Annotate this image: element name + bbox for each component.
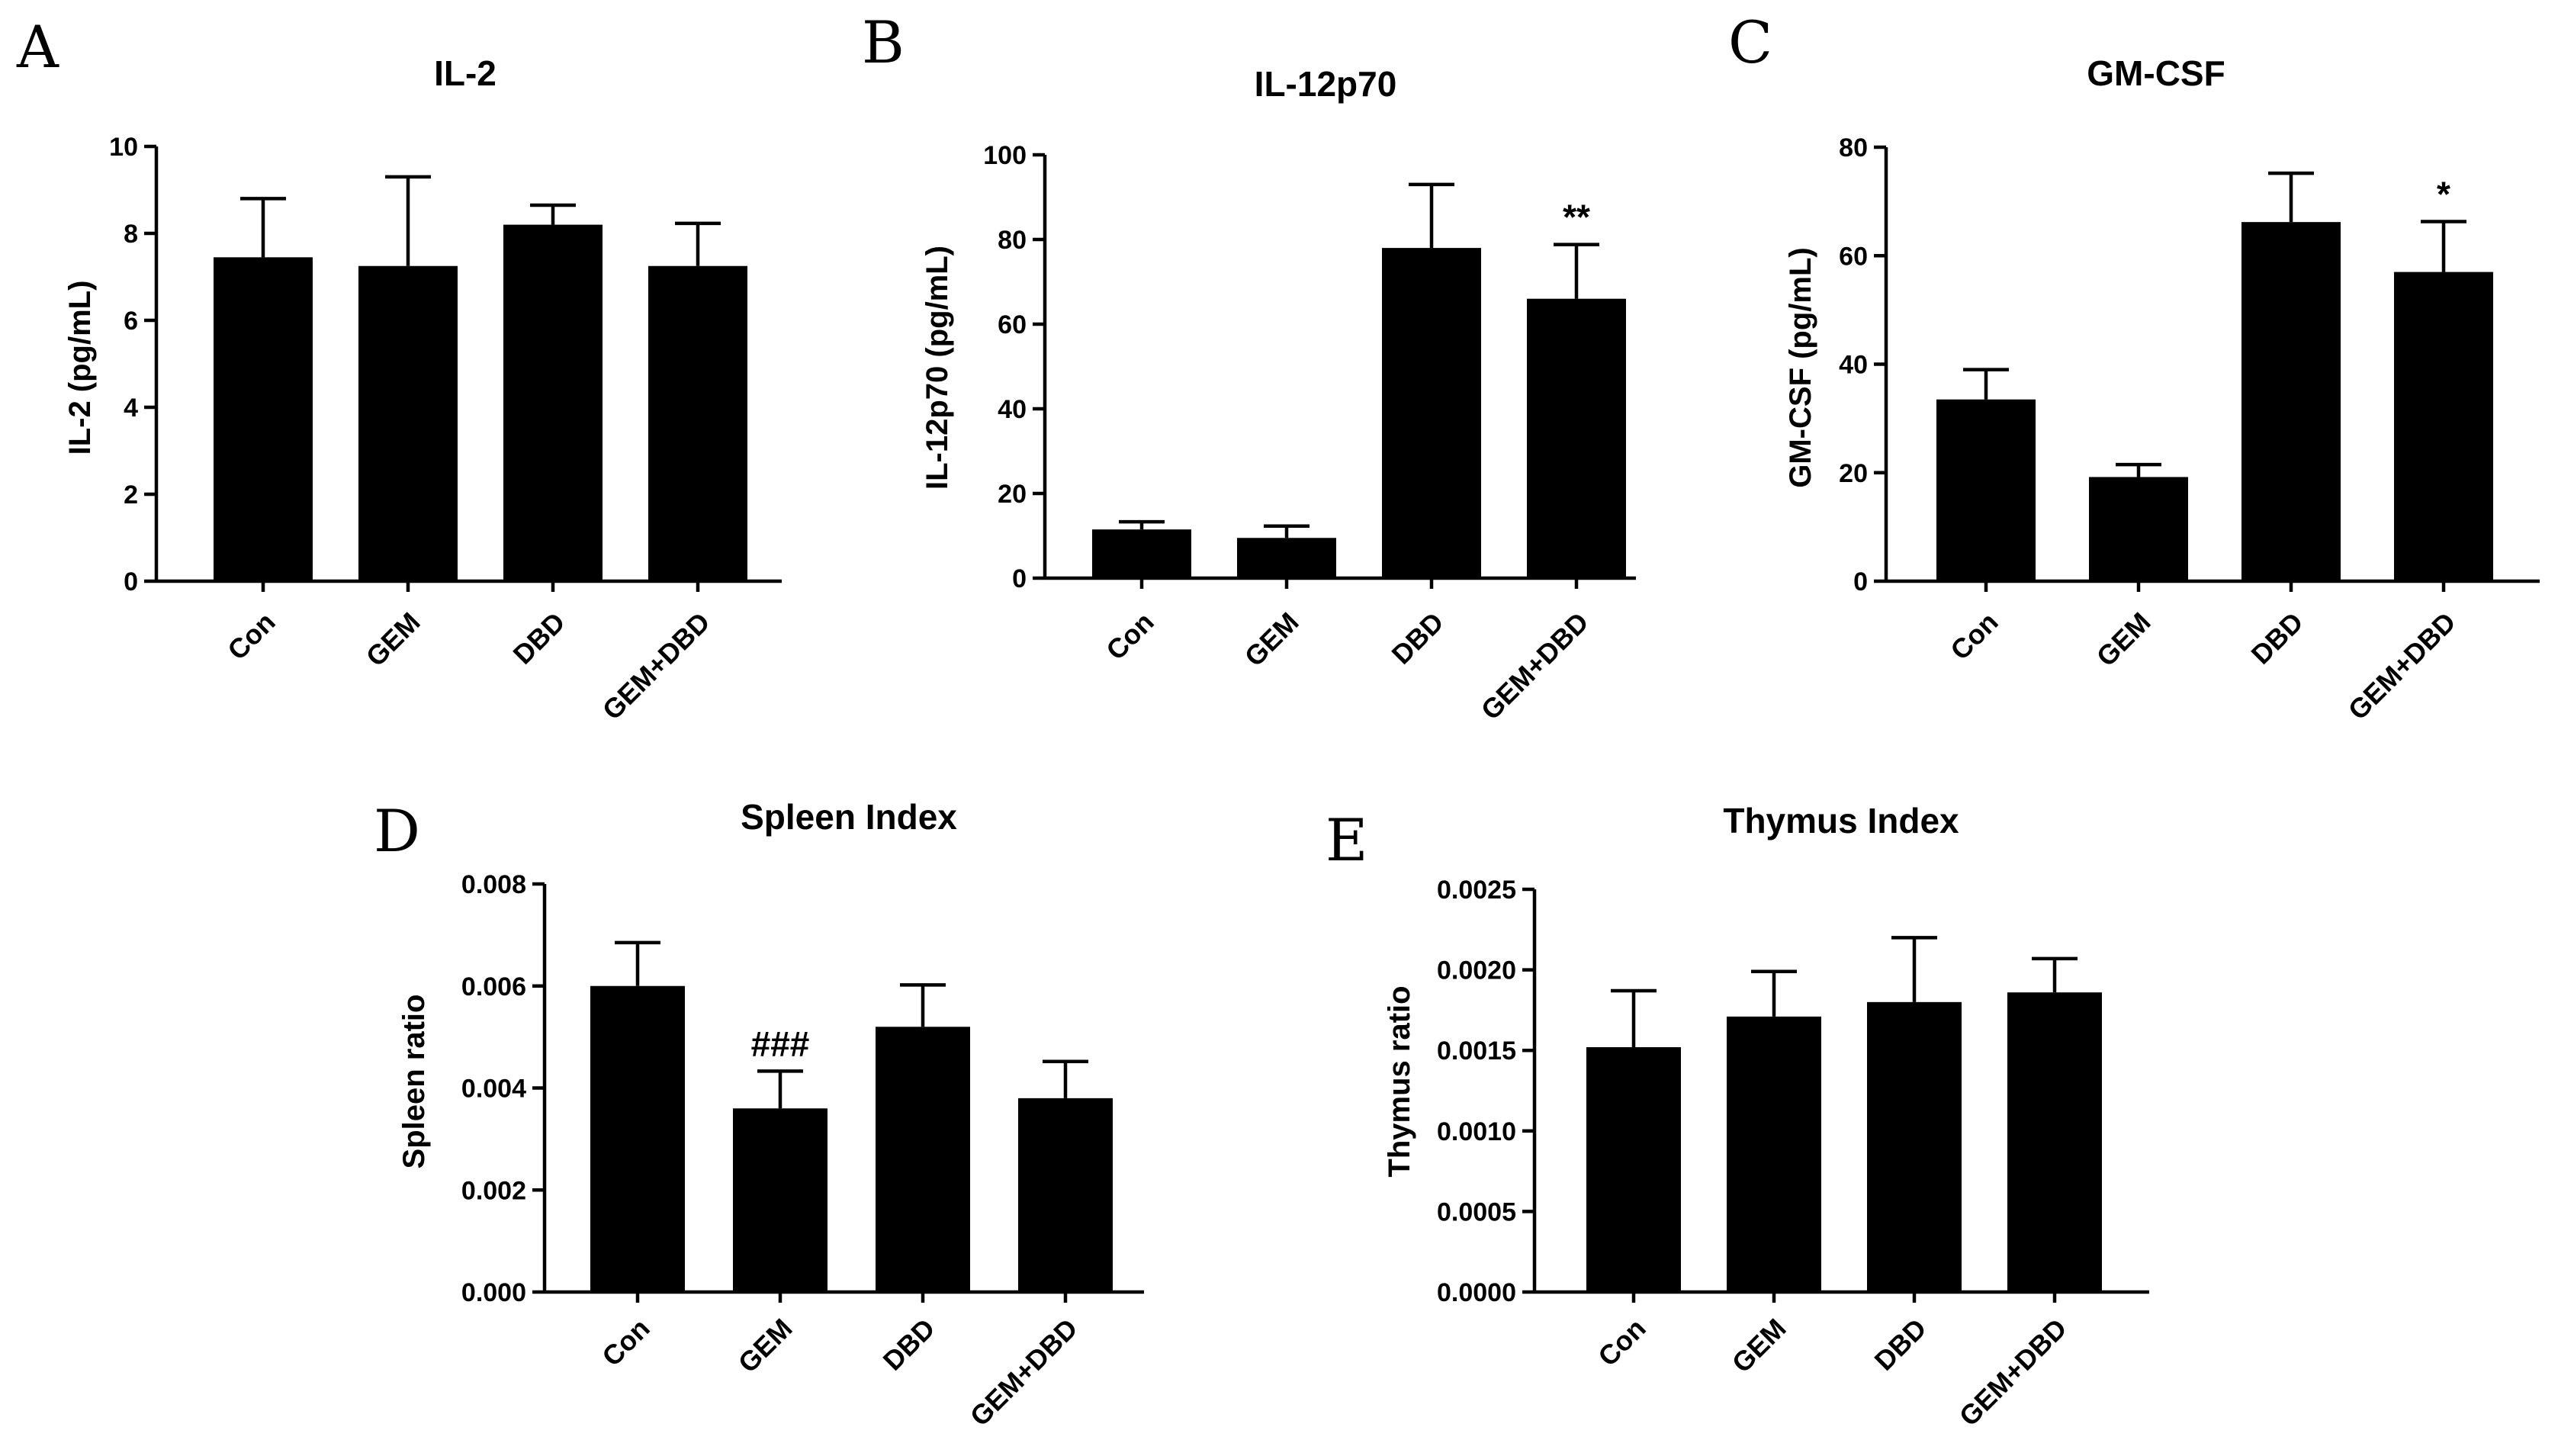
panel-d-ylabel: Spleen ratio <box>397 995 431 1169</box>
panel-c-category-label: GEM+DBD <box>2342 606 2462 726</box>
panel-c-bar <box>1936 399 2036 581</box>
panel-b-ytick-label: 100 <box>983 141 1027 170</box>
panel-c-letter: C <box>1728 8 1772 76</box>
panel-e-category-label: GEM <box>1726 1313 1792 1379</box>
panel-e-plot: 0.0000 0.0005 0.0010 0.0015 0.0020 0.0025 Con G… <box>1437 876 2149 1432</box>
panel-e-bar <box>1867 1001 1962 1292</box>
panel-c-category-label: GEM <box>2090 606 2157 673</box>
panel-e: E Thymus Index Thymus ratio 0.0000 0.0005… <box>1326 801 2149 1432</box>
panel-d-ytick-label: 0.006 <box>461 972 526 1001</box>
panel-b-ytick-label: 60 <box>998 310 1027 339</box>
panel-d-bar <box>733 1108 827 1292</box>
panel-b-category-label: DBD <box>1386 606 1450 670</box>
panel-d-bar <box>1018 1098 1113 1292</box>
panel-b-ytick-label: 80 <box>998 226 1027 255</box>
panel-c-ytick-label: 40 <box>1839 351 1868 380</box>
panel-e-bar <box>2007 992 2102 1292</box>
panel-c-ytick-label: 0 <box>1853 567 1868 596</box>
panel-d-ytick-label: 0.008 <box>461 870 526 899</box>
panel-d-title: Spleen Index <box>741 797 957 837</box>
panel-c-plot: 0 20 40 60 80 Con GEM DBD GEM+DBD * <box>1839 133 2540 726</box>
panel-e-category-label: Con <box>1592 1313 1651 1372</box>
panel-e-bar <box>1586 1046 1681 1292</box>
panel-d-category-label: GEM <box>732 1313 799 1379</box>
panel-b-bar <box>1382 248 1481 578</box>
panel-a-letter: A <box>16 13 59 81</box>
panel-a-ytick-label: 10 <box>109 133 138 162</box>
panel-c-ylabel: GM-CSF (pg/mL) <box>1784 247 1817 488</box>
panel-a-category-label: Con <box>221 606 281 666</box>
panel-a-bar <box>648 265 747 581</box>
panel-b-ytick-label: 40 <box>998 395 1027 424</box>
panel-e-title: Thymus Index <box>1723 801 1959 840</box>
panel-e-ytick-label: 0.0000 <box>1437 1278 1516 1307</box>
panel-b: B IL-12p70 IL-12p70 (pg/mL) 0 20 40 60 80 100… <box>862 8 1636 726</box>
panel-c-title: GM-CSF <box>2087 53 2225 93</box>
panel-a-ytick-label: 0 <box>124 567 138 596</box>
panel-c-ytick-label: 80 <box>1839 133 1868 162</box>
panel-d-plot: 0.000 0.002 0.004 0.006 0.008 Con GEM ### DBD GEM… <box>461 870 1144 1432</box>
panel-a-bar <box>214 257 313 581</box>
panel-e-letter: E <box>1326 806 1367 874</box>
panel-a-plot: 0 2 4 6 8 10 Con GEM DBD GEM+DBD <box>109 133 782 726</box>
panel-d: D Spleen Index Spleen ratio 0.0000.0020.… <box>374 797 1144 1432</box>
panel-a-ytick-label: 2 <box>124 481 138 509</box>
panel-a-ytick-label: 4 <box>124 394 138 423</box>
panel-d-ytick-label: 0.004 <box>461 1075 526 1104</box>
panel-c-bar <box>2241 222 2341 581</box>
panel-a-ytick-label: 6 <box>124 307 138 336</box>
panel-c-ytick-label: 60 <box>1839 242 1868 271</box>
panel-d-letter: D <box>374 797 420 865</box>
panel-c-bar <box>2394 272 2493 581</box>
panel-d-ytick-label: 0.002 <box>461 1176 526 1205</box>
panel-d-category-label: Con <box>596 1313 655 1372</box>
panel-a-category-label: DBD <box>507 606 571 670</box>
panel-c-significance-label: * <box>2437 174 2450 214</box>
panel-b-category-label: GEM <box>1239 606 1305 673</box>
panel-b-category-label: Con <box>1100 606 1159 666</box>
panel-e-category-label: DBD <box>1869 1313 1933 1377</box>
panel-d-bar <box>590 985 685 1292</box>
panel-b-bar <box>1527 298 1626 578</box>
panel-a-title: IL-2 <box>434 53 496 93</box>
panel-e-ytick-label: 0.0020 <box>1437 956 1516 985</box>
panel-e-ytick-label: 0.0005 <box>1437 1197 1516 1226</box>
panel-b-bar <box>1092 529 1191 578</box>
panel-c: C GM-CSF GM-CSF (pg/mL) 0 20 40 60 80 Con GEM D… <box>1728 8 2540 726</box>
panel-a-bar <box>503 224 603 581</box>
panel-b-category-label: GEM+DBD <box>1475 606 1595 726</box>
panel-c-category-label: Con <box>1944 606 2004 666</box>
panel-b-significance-label: ** <box>1563 198 1590 237</box>
panel-e-ylabel: Thymus ratio <box>1383 985 1416 1177</box>
panel-b-ytick-label: 0 <box>1012 564 1027 593</box>
panel-b-ytick-label: 20 <box>998 480 1027 509</box>
panel-c-category-label: DBD <box>2245 606 2309 670</box>
panel-a-bar <box>358 265 458 581</box>
panel-e-ytick-label: 0.0025 <box>1437 876 1516 905</box>
panel-d-significance-label: ### <box>751 1024 810 1063</box>
panel-d-category-label: GEM+DBD <box>964 1313 1084 1432</box>
panel-a-ylabel: IL-2 (pg/mL) <box>63 281 97 455</box>
panel-a-category-label: GEM+DBD <box>596 606 716 726</box>
panel-a-ytick-label: 8 <box>124 220 138 249</box>
panel-b-ylabel: IL-12p70 (pg/mL) <box>921 246 954 490</box>
panel-c-ytick-label: 20 <box>1839 459 1868 488</box>
panel-e-category-label: GEM+DBD <box>1953 1313 2073 1432</box>
panel-a-category-label: GEM <box>360 606 426 673</box>
panel-b-bar <box>1237 538 1336 578</box>
panel-e-ytick-label: 0.0010 <box>1437 1117 1516 1146</box>
panel-e-bar <box>1727 1016 1821 1292</box>
panel-b-title: IL-12p70 <box>1255 64 1397 104</box>
panel-d-bar <box>876 1027 970 1292</box>
panel-d-category-label: DBD <box>877 1313 941 1377</box>
panel-b-plot: 0 20 40 60 80 100 Con GEM DBD GEM+DBD ** <box>983 141 1636 726</box>
panel-b-letter: B <box>862 8 905 76</box>
panel-a: A IL-2 IL-2 (pg/mL) 0 2 4 6 8 10 Con GEM DBD GEM+… <box>16 13 782 726</box>
panel-c-bar <box>2089 477 2188 581</box>
panel-e-ytick-label: 0.0015 <box>1437 1037 1516 1065</box>
panel-d-ytick-label: 0.000 <box>461 1278 526 1307</box>
